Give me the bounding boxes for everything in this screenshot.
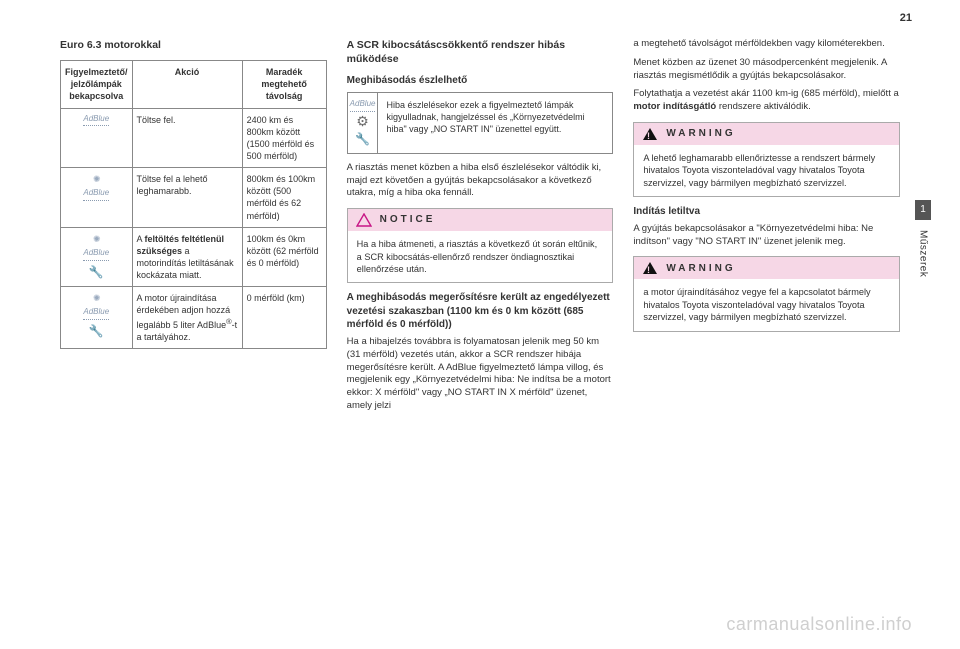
notice-label: NOTICE: [380, 213, 436, 227]
adblue-icon: AdBlue: [83, 114, 109, 127]
col3-para1: a megtehető távolságot mérföldekben vagy…: [633, 38, 900, 51]
adblue-rays-icon: ✺: [93, 173, 100, 185]
warning1-label: WARNING: [666, 127, 735, 141]
th-action: Akció: [132, 61, 242, 108]
side-tab: 1 Műszerek: [914, 200, 932, 277]
detection-text: Hiba észlelésekor ezek a figyelmeztető l…: [378, 93, 612, 153]
th-lights: Figyelmeztető/ jelzőlámpák bekapcsolva: [61, 61, 133, 108]
warning2-label: WARNING: [666, 262, 735, 276]
col2-sub1: Meghibásodás észlelhető: [347, 74, 614, 88]
page-number: 21: [900, 12, 912, 24]
svg-text:!: !: [647, 131, 653, 141]
detection-icons: AdBlue ⚙ 🔧: [348, 93, 379, 153]
icon-cell: AdBlue: [61, 108, 133, 168]
table-row: AdBlue Töltse fel.2400 km és 800km között…: [61, 108, 327, 168]
notice-body: Ha a hiba átmeneti, a riasztás a követke…: [348, 231, 613, 282]
side-tab-label: Műszerek: [918, 230, 929, 277]
warning1-body: A lehető leghamarabb ellenőriztesse a re…: [634, 145, 899, 196]
action-cell: Töltse fel.: [132, 108, 242, 168]
col2-para2: Ha a hibajelzés továbbra is folyamatosan…: [347, 336, 614, 413]
wrench-icon: 🔧: [355, 131, 370, 147]
column-3: a megtehető távolságot mérföldekben vagy…: [633, 38, 900, 619]
notice-box: NOTICE Ha a hiba átmeneti, a riasztás a …: [347, 208, 614, 283]
range-cell: 100km és 0km között (62 mérföld és 0 mér…: [242, 227, 326, 287]
wrench-icon: 🔧: [89, 264, 104, 280]
col2-sub2: A meghibásodás megerősítésre került az e…: [347, 291, 614, 332]
warning-triangle-icon: !: [642, 127, 658, 141]
column-2: A SCR kibocsátáscsökkentő rendszer hibás…: [347, 38, 614, 619]
icon-cell: ✺ AdBlue: [61, 168, 133, 228]
table-row: ✺ AdBlue 🔧 A feltöltés feltétlenül szüksége…: [61, 227, 327, 287]
adblue-rays-icon: ✺: [93, 233, 100, 245]
adblue-icon: AdBlue: [83, 248, 109, 261]
action-cell: Töltse fel a lehető leghamarabb.: [132, 168, 242, 228]
th-range: Maradék megtehető távolság: [242, 61, 326, 108]
col1-heading: Euro 6.3 motorokkal: [60, 38, 327, 52]
col3-para3: Folytathatja a vezetést akár 1100 km-ig …: [633, 88, 900, 114]
col3-para4: A gyújtás bekapcsolásakor a "Környezetvé…: [633, 223, 900, 249]
table-row: ✺ AdBlue 🔧 A motor újraindítása érdekében a…: [61, 287, 327, 349]
icon-cell: ✺ AdBlue 🔧: [61, 227, 133, 287]
col2-heading: A SCR kibocsátáscsökkentő rendszer hibás…: [347, 38, 614, 66]
column-1: Euro 6.3 motorokkal Figyelmeztető/ jelző…: [60, 38, 327, 619]
table-row: ✺ AdBlue Töltse fel a lehető leghamarabb.8…: [61, 168, 327, 228]
adblue-icon: AdBlue: [83, 307, 109, 320]
col3-para2: Menet közben az üzenet 30 másodpercenkén…: [633, 57, 900, 83]
icon-cell: ✺ AdBlue 🔧: [61, 287, 133, 349]
warning-triangle-icon: !: [642, 261, 658, 275]
warning-box-2: ! WARNING a motor újraindításához vegye …: [633, 256, 900, 331]
adblue-icon: AdBlue: [350, 99, 376, 112]
warning-box-1: ! WARNING A lehető leghamarabb ellenőriz…: [633, 122, 900, 197]
adblue-icon: AdBlue: [83, 188, 109, 201]
detection-box: AdBlue ⚙ 🔧 Hiba észlelésekor ezek a figy…: [347, 92, 614, 154]
range-cell: 800km és 100km között (500 mérföld és 62…: [242, 168, 326, 228]
action-cell: A motor újraindítása érdekében adjon hoz…: [132, 287, 242, 349]
svg-text:!: !: [647, 265, 653, 275]
engine-icon: ⚙: [356, 112, 369, 131]
range-cell: 2400 km és 800km között (1500 mérföld és…: [242, 108, 326, 168]
wrench-icon: 🔧: [89, 323, 104, 339]
side-tab-number: 1: [915, 200, 931, 220]
action-cell: A feltöltés feltétlenül szükséges a moto…: [132, 227, 242, 287]
col2-para1: A riasztás menet közben a hiba első észl…: [347, 162, 614, 200]
euro63-table: Figyelmeztető/ jelzőlámpák bekapcsolva A…: [60, 60, 327, 349]
adblue-rays-icon: ✺: [93, 292, 100, 304]
col3-sub: Indítás letiltva: [633, 205, 900, 219]
warning2-body: a motor újraindításához vegye fel a kapc…: [634, 279, 899, 330]
notice-triangle-icon: [356, 213, 372, 227]
range-cell: 0 mérföld (km): [242, 287, 326, 349]
